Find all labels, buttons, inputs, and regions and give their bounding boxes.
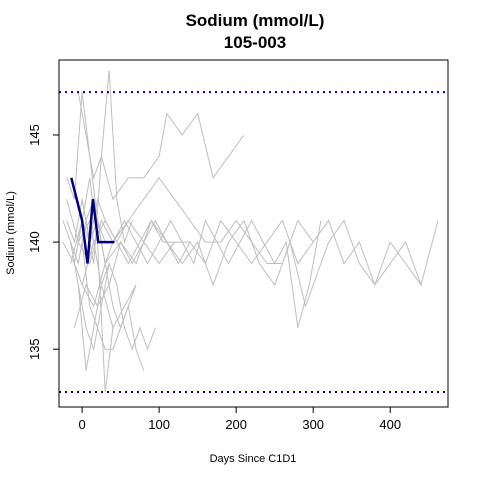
chart-subtitle: 105-003 bbox=[224, 33, 286, 52]
series-layer bbox=[62, 70, 439, 393]
x-tick-label: 300 bbox=[302, 417, 324, 432]
background-series-line bbox=[81, 199, 137, 330]
background-series-line bbox=[85, 70, 133, 264]
x-tick-label: 200 bbox=[225, 417, 247, 432]
background-series-line bbox=[66, 92, 106, 243]
x-tick-label: 0 bbox=[78, 417, 85, 432]
reference-lines bbox=[59, 91, 448, 394]
background-series-line bbox=[77, 92, 245, 201]
y-axis: 135 140 145 bbox=[27, 124, 59, 360]
highlight-layer bbox=[70, 177, 115, 264]
background-series-line bbox=[62, 219, 422, 309]
chart-title: Sodium (mmol/L) bbox=[186, 11, 325, 30]
background-series-line bbox=[70, 176, 314, 264]
x-tick-label: 400 bbox=[379, 417, 401, 432]
background-series-line bbox=[70, 242, 110, 371]
background-series-line bbox=[77, 219, 137, 330]
background-series-line bbox=[81, 242, 145, 371]
x-axis-label: Days Since C1D1 bbox=[210, 453, 297, 465]
x-axis: 0 100 200 300 400 bbox=[78, 407, 401, 432]
y-tick-label: 135 bbox=[27, 338, 42, 360]
x-tick-label: 100 bbox=[148, 417, 170, 432]
y-axis-label: Sodium (mmol/L) bbox=[5, 191, 17, 275]
y-tick-label: 140 bbox=[27, 231, 42, 253]
plot-frame bbox=[58, 59, 449, 408]
background-series-line bbox=[66, 199, 322, 328]
highlight-series-line bbox=[70, 177, 115, 264]
background-series-line bbox=[73, 219, 191, 328]
y-tick-label: 145 bbox=[27, 124, 42, 146]
